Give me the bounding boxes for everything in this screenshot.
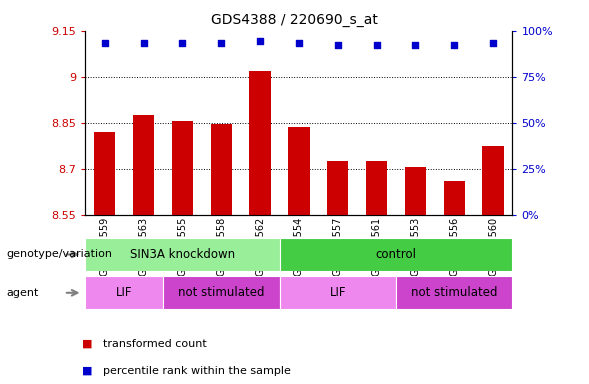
Bar [133, 115, 154, 215]
Bar [249, 71, 271, 215]
Text: LIF: LIF [116, 286, 133, 299]
Text: LIF: LIF [329, 286, 346, 299]
Point [488, 40, 498, 46]
Bar [288, 127, 310, 215]
Point [100, 40, 110, 46]
Bar [482, 146, 504, 215]
Bar [280, 238, 512, 271]
Bar [94, 132, 115, 215]
Text: not stimulated: not stimulated [178, 286, 264, 299]
Bar [172, 121, 193, 215]
Point [217, 40, 226, 46]
Bar [366, 161, 387, 215]
Point [449, 41, 459, 48]
Text: not stimulated: not stimulated [411, 286, 498, 299]
Text: control: control [375, 248, 416, 261]
Text: percentile rank within the sample: percentile rank within the sample [103, 366, 291, 376]
Point [411, 41, 420, 48]
Point [178, 40, 187, 46]
Point [372, 41, 381, 48]
Text: agent: agent [6, 288, 38, 298]
Text: GDS4388 / 220690_s_at: GDS4388 / 220690_s_at [211, 13, 378, 27]
Bar [327, 161, 349, 215]
Bar [211, 124, 232, 215]
Bar [396, 276, 512, 309]
Bar [163, 276, 280, 309]
Point [333, 41, 342, 48]
Bar [280, 276, 396, 309]
Bar [405, 167, 426, 215]
Bar [85, 238, 280, 271]
Text: transformed count: transformed count [103, 339, 207, 349]
Bar [85, 276, 163, 309]
Text: ■: ■ [82, 339, 93, 349]
Bar [444, 180, 465, 215]
Point [294, 40, 304, 46]
Text: SIN3A knockdown: SIN3A knockdown [130, 248, 235, 261]
Text: genotype/variation: genotype/variation [6, 249, 112, 260]
Text: ■: ■ [82, 366, 93, 376]
Point [139, 40, 148, 46]
Point [256, 38, 265, 45]
